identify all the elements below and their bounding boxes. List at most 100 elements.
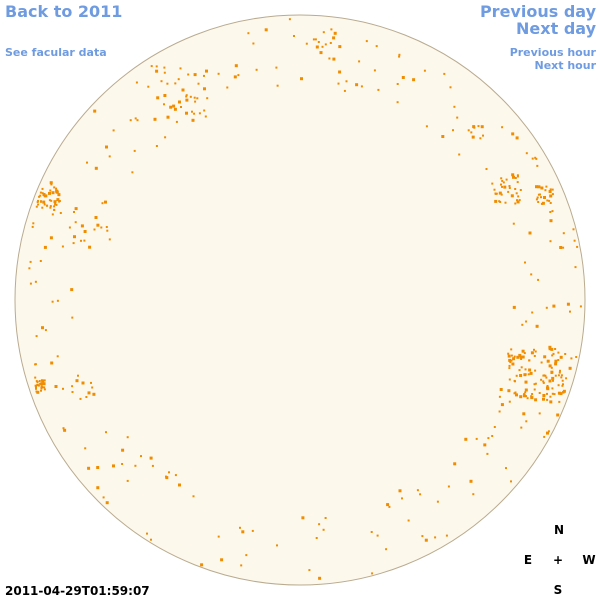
facular-point xyxy=(54,203,57,206)
facular-point xyxy=(471,135,475,139)
facular-point xyxy=(498,395,501,398)
facular-point xyxy=(255,68,258,71)
facular-point xyxy=(203,74,205,77)
facular-point xyxy=(35,335,38,338)
compass-west: W xyxy=(582,553,595,567)
facular-point xyxy=(92,392,96,396)
facular-point xyxy=(108,155,111,158)
next-day-link[interactable]: Next day xyxy=(516,19,597,38)
facular-point xyxy=(543,355,547,359)
facular-point xyxy=(153,117,157,121)
facular-point xyxy=(552,304,556,308)
facular-point xyxy=(102,496,105,499)
facular-point xyxy=(37,384,40,387)
facular-point xyxy=(443,72,446,75)
compass-center: + xyxy=(553,553,563,567)
facular-point xyxy=(155,69,159,73)
facular-point xyxy=(41,187,44,190)
facular-point xyxy=(106,229,109,232)
facular-point xyxy=(531,157,534,160)
facular-point xyxy=(385,548,388,551)
facular-point xyxy=(375,45,378,48)
facular-point xyxy=(533,383,536,386)
previous-day-link[interactable]: Previous day xyxy=(480,2,597,21)
facular-point xyxy=(551,210,554,213)
facular-point xyxy=(324,517,327,519)
facular-point xyxy=(516,175,519,178)
facular-point xyxy=(178,100,181,104)
facular-point xyxy=(519,395,523,399)
facular-point xyxy=(174,82,177,85)
facular-point xyxy=(371,572,374,575)
facular-point xyxy=(252,42,255,45)
facular-point xyxy=(538,392,541,394)
facular-point xyxy=(516,200,520,204)
facular-point xyxy=(546,398,549,401)
facular-point xyxy=(196,97,199,100)
facular-point xyxy=(373,69,376,72)
facular-point xyxy=(264,28,268,32)
facular-point xyxy=(87,391,91,395)
facular-point xyxy=(337,82,340,85)
facular-point xyxy=(71,391,74,393)
facular-point xyxy=(554,362,558,366)
facular-point xyxy=(39,194,42,197)
facular-point xyxy=(533,348,535,351)
facular-point xyxy=(510,354,513,357)
facular-point xyxy=(149,456,153,460)
facular-point xyxy=(545,306,548,309)
facular-point xyxy=(436,500,439,503)
facular-point xyxy=(551,376,555,380)
facular-point xyxy=(126,479,129,482)
facular-point xyxy=(570,357,573,360)
facular-point xyxy=(41,206,44,209)
facular-point xyxy=(163,66,166,69)
facular-point xyxy=(512,357,516,361)
facular-point xyxy=(540,186,544,190)
facular-point xyxy=(58,200,61,203)
facular-point xyxy=(318,576,322,580)
facular-point xyxy=(74,221,77,224)
facular-point xyxy=(40,200,42,203)
facular-point xyxy=(121,448,125,452)
facular-point xyxy=(504,201,507,204)
facular-point xyxy=(34,376,37,379)
facular-point xyxy=(239,526,241,529)
facular-point xyxy=(554,359,558,363)
facular-point xyxy=(51,191,55,195)
facular-point xyxy=(401,497,403,500)
facular-point xyxy=(569,310,571,313)
facular-point xyxy=(56,299,59,302)
facular-point xyxy=(36,390,40,394)
next-hour-link[interactable]: Next hour xyxy=(535,59,597,72)
facular-point xyxy=(31,225,34,228)
facular-point xyxy=(217,72,220,75)
facular-point xyxy=(401,76,405,79)
facular-point xyxy=(179,67,182,70)
facular-point xyxy=(479,137,482,140)
previous-hour-link[interactable]: Previous hour xyxy=(510,46,597,59)
facular-point xyxy=(553,393,556,396)
facular-point xyxy=(398,489,402,493)
facular-point xyxy=(516,355,520,359)
facular-point xyxy=(498,410,501,413)
facular-point xyxy=(43,379,46,382)
facular-point xyxy=(475,437,478,440)
facular-point xyxy=(276,84,279,87)
facular-point xyxy=(388,505,391,508)
facular-point xyxy=(192,495,195,498)
facular-point xyxy=(41,386,44,389)
facular-point xyxy=(355,83,359,87)
back-link[interactable]: Back to 2011 xyxy=(5,2,122,21)
facular-point xyxy=(185,98,189,102)
facular-point xyxy=(191,110,193,113)
facular-point xyxy=(241,530,245,534)
facular-point xyxy=(39,382,42,385)
facular-point xyxy=(524,380,528,384)
facular-point xyxy=(94,216,98,219)
facular-point xyxy=(549,188,552,191)
facular-point xyxy=(39,191,42,194)
facular-link[interactable]: See facular data xyxy=(5,46,107,59)
facular-point xyxy=(39,260,42,262)
facular-point xyxy=(512,175,515,179)
